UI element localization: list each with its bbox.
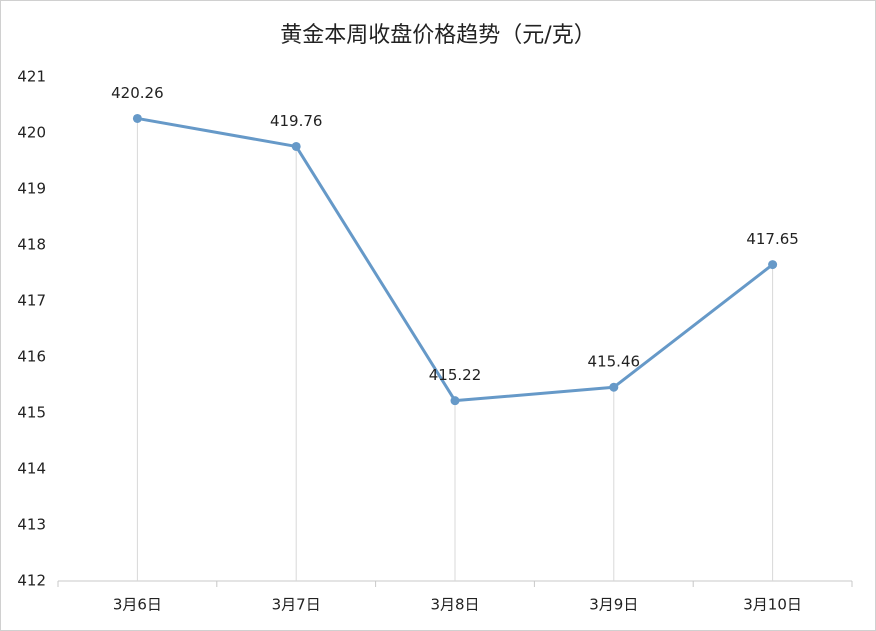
- point: [450, 396, 460, 406]
- data-label: 417.65: [746, 230, 799, 248]
- y-tick-label: 417: [17, 292, 46, 310]
- y-tick-label: 413: [17, 516, 46, 534]
- data-label: 420.26: [111, 84, 164, 102]
- x-tick-label: 3月8日: [430, 596, 479, 614]
- point: [291, 141, 301, 151]
- y-tick-label: 412: [17, 572, 46, 590]
- y-tick-label: 420: [17, 124, 46, 142]
- y-tick-label: 418: [17, 236, 46, 254]
- x-tick-label: 3月10日: [743, 596, 802, 614]
- y-tick-label: 421: [17, 68, 46, 86]
- chart-title: 黄金本周收盘价格趋势（元/克）: [280, 23, 595, 48]
- point: [609, 382, 619, 392]
- data-label: 415.46: [588, 353, 641, 371]
- point: [768, 260, 778, 270]
- y-tick-label: 415: [17, 404, 46, 422]
- x-tick-label: 3月6日: [113, 596, 162, 614]
- data-label: 415.22: [429, 366, 482, 384]
- x-tick-label: 3月9日: [589, 596, 638, 614]
- y-tick-label: 419: [17, 180, 46, 198]
- data-label: 419.76: [270, 112, 323, 130]
- point: [132, 113, 142, 123]
- y-tick-label: 414: [17, 460, 46, 478]
- x-tick-label: 3月7日: [272, 596, 321, 614]
- y-tick-label: 416: [17, 348, 46, 366]
